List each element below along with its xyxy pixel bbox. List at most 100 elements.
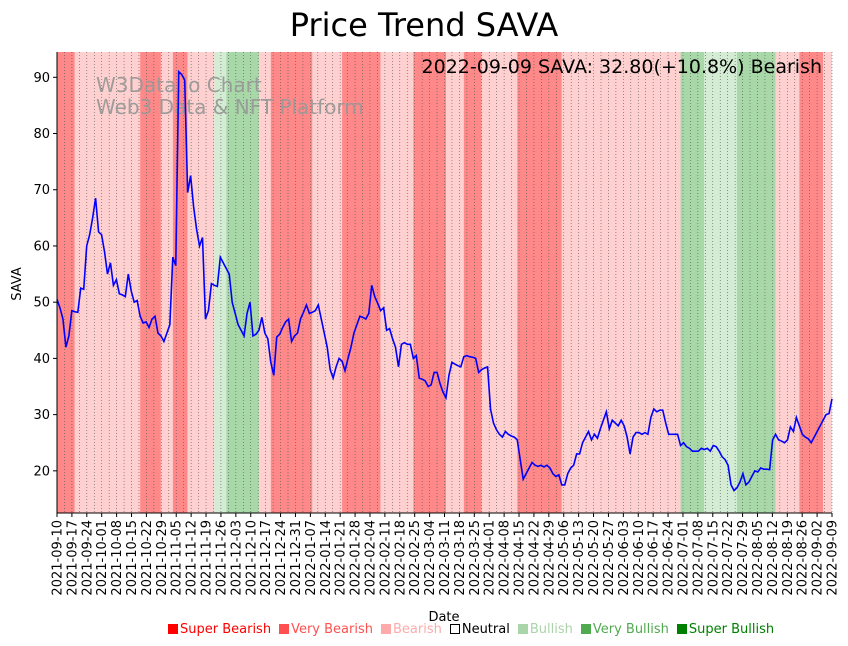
sentiment-band-23 — [775, 52, 800, 513]
legend-label: Bearish — [392, 621, 442, 637]
y-tick-label: 90 — [33, 71, 50, 86]
x-tick-label: 2022-08-19 — [781, 520, 796, 596]
x-tick-label: 2022-03-04 — [423, 520, 438, 596]
y-tick-label: 70 — [33, 183, 50, 198]
x-tick-label: 2022-07-22 — [721, 520, 736, 596]
x-tick-label: 2021-10-29 — [155, 520, 170, 596]
x-tick-label: 2022-05-27 — [602, 520, 617, 596]
sentiment-band-12 — [380, 52, 414, 513]
x-tick-label: 2022-05-13 — [572, 520, 587, 596]
sentiment-band-3 — [160, 52, 173, 513]
x-tick-label: 2022-04-01 — [483, 520, 498, 596]
sentiment-band-8 — [258, 52, 271, 513]
latest-price-annotation: 2022-09-09 SAVA: 32.80(+10.8%) Bearish — [422, 56, 822, 78]
legend-label: Very Bullish — [592, 621, 669, 637]
sentiment-band-5 — [187, 52, 215, 513]
sentiment-band-19 — [585, 52, 681, 513]
x-tick-label: 2022-02-11 — [378, 520, 393, 596]
x-tick-label: 2022-01-07 — [304, 520, 319, 596]
legend-swatch — [380, 624, 391, 634]
y-tick-label: 30 — [33, 408, 50, 423]
legend-swatch — [676, 624, 687, 634]
x-tick-label: 2022-04-08 — [498, 520, 513, 596]
x-tick-label: 2022-04-29 — [542, 520, 557, 596]
y-axis-label: SAVA — [10, 267, 25, 301]
x-tick-label: 2022-04-15 — [513, 520, 528, 596]
x-tick-label: 2022-04-22 — [527, 520, 542, 596]
x-tick-label: 2021-11-26 — [214, 520, 229, 596]
y-tick-label: 20 — [33, 464, 50, 479]
legend-label: Neutral — [461, 621, 510, 637]
sentiment-band-10 — [312, 52, 343, 513]
sentiment-band-15 — [463, 52, 482, 513]
x-tick-label: 2022-08-12 — [766, 520, 781, 596]
x-tick-label: 2021-12-17 — [259, 520, 274, 596]
legend-item: Super Bearish — [168, 620, 271, 638]
sentiment-band-20 — [680, 52, 705, 513]
y-axis-ticks: 20 30 40 50 60 70 80 90 — [33, 71, 57, 479]
legend-swatch — [279, 624, 290, 634]
legend-item: Very Bullish — [580, 620, 669, 638]
x-tick-label: 2021-10-15 — [125, 520, 140, 596]
sentiment-band-0 — [57, 52, 75, 513]
x-tick-label: 2021-12-31 — [289, 520, 304, 596]
x-tick-label: 2022-02-18 — [393, 520, 408, 596]
x-tick-label: 2022-02-25 — [408, 520, 423, 596]
x-tick-label: 2022-01-14 — [319, 520, 334, 596]
x-tick-label: 2021-10-22 — [140, 520, 155, 596]
legend-swatch — [168, 624, 178, 634]
x-tick-label: 2022-03-11 — [438, 520, 453, 596]
sentiment-band-22 — [736, 52, 776, 513]
sentiment-band-16 — [481, 52, 518, 513]
sentiment-band-6 — [214, 52, 227, 513]
x-tick-label: 2021-12-03 — [229, 520, 244, 596]
sentiment-band-11 — [342, 52, 381, 513]
x-tick-label: 2022-09-02 — [811, 520, 826, 596]
x-tick-label: 2022-06-10 — [632, 520, 647, 596]
x-axis-ticks: 2021-09-10 2021-09-17 2021-09-24 2021-10-01… — [51, 513, 841, 596]
sentiment-band-17 — [517, 52, 562, 513]
chart-title: Price Trend SAVA — [290, 6, 559, 44]
sentiment-bands — [57, 52, 832, 513]
legend-item: Super Bullish — [676, 620, 774, 638]
x-tick-label: 2022-01-28 — [349, 520, 364, 596]
legend-item: Bearish — [380, 620, 442, 638]
sentiment-legend: Super Bearish Very Bearish Bearish Neutral B… — [168, 620, 774, 638]
x-tick-label: 2022-08-05 — [751, 520, 766, 596]
sentiment-band-9 — [270, 52, 313, 513]
legend-label: Very Bearish — [291, 621, 373, 637]
x-tick-label: 2022-06-17 — [647, 520, 662, 596]
vertical-gridlines — [56, 52, 833, 513]
x-tick-label: 2022-06-03 — [617, 520, 632, 596]
x-tick-label: 2021-10-08 — [110, 520, 125, 596]
x-tick-label: 2022-03-25 — [468, 520, 483, 596]
x-tick-label: 2022-08-26 — [796, 520, 811, 596]
x-tick-label: 2022-06-24 — [662, 520, 677, 596]
sentiment-band-21 — [704, 52, 737, 513]
x-tick-label: 2022-01-21 — [334, 520, 349, 596]
x-tick-label: 2022-07-15 — [706, 520, 721, 596]
legend-label: Bullish — [529, 621, 573, 637]
legend-item: Neutral — [449, 620, 510, 638]
x-tick-label: 2022-09-09 — [826, 520, 841, 596]
x-tick-label: 2022-05-06 — [557, 520, 572, 596]
x-tick-label: 2021-11-19 — [200, 520, 215, 596]
sentiment-band-18 — [561, 52, 586, 513]
x-tick-label: 2022-07-01 — [676, 520, 691, 596]
x-tick-label: 2022-07-29 — [736, 520, 751, 596]
sentiment-band-14 — [445, 52, 464, 513]
sentiment-band-25 — [823, 52, 832, 513]
y-tick-label: 80 — [33, 127, 50, 142]
legend-swatch — [580, 624, 591, 634]
x-tick-label: 2022-02-04 — [363, 520, 378, 596]
legend-swatch — [517, 624, 528, 634]
price-series-line — [56, 69, 833, 492]
x-tick-label: 2021-09-10 — [51, 520, 66, 596]
x-tick-label: 2021-09-17 — [65, 520, 80, 596]
x-tick-label: 2022-07-08 — [691, 520, 706, 596]
legend-label: Super Bearish — [180, 621, 272, 637]
sentiment-band-2 — [140, 52, 161, 513]
y-tick-label: 40 — [33, 352, 50, 367]
x-tick-label: 2021-11-05 — [170, 520, 185, 596]
